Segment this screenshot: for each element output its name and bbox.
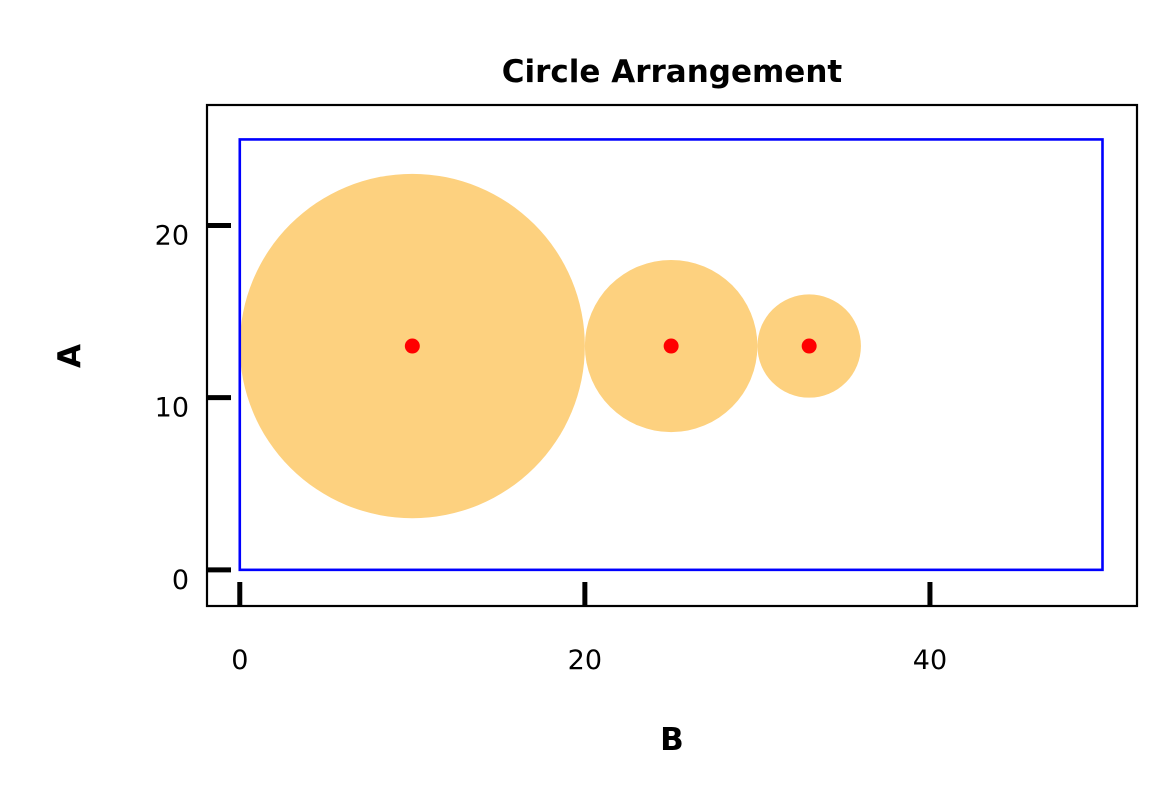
axis-ticks: 0 20 40 0 10 20 (155, 221, 947, 676)
boundary-rectangle (238, 138, 1104, 572)
axes-frame (205, 103, 1139, 608)
plot-area (238, 138, 1104, 572)
chart-title: Circle Arrangement (502, 54, 843, 90)
center-point-3 (801, 338, 817, 354)
y-tick-label-20: 20 (155, 221, 189, 252)
y-axis-label: A (52, 344, 88, 368)
y-tick-label-0: 0 (172, 565, 189, 596)
x-tick-label-20: 20 (568, 645, 602, 676)
x-axis-label: B (660, 722, 684, 758)
x-tick-label-0: 0 (231, 645, 248, 676)
y-tick-label-10: 10 (155, 393, 189, 424)
center-point-2 (663, 338, 679, 354)
x-tick-label-40: 40 (913, 645, 947, 676)
center-point-1 (404, 338, 420, 354)
